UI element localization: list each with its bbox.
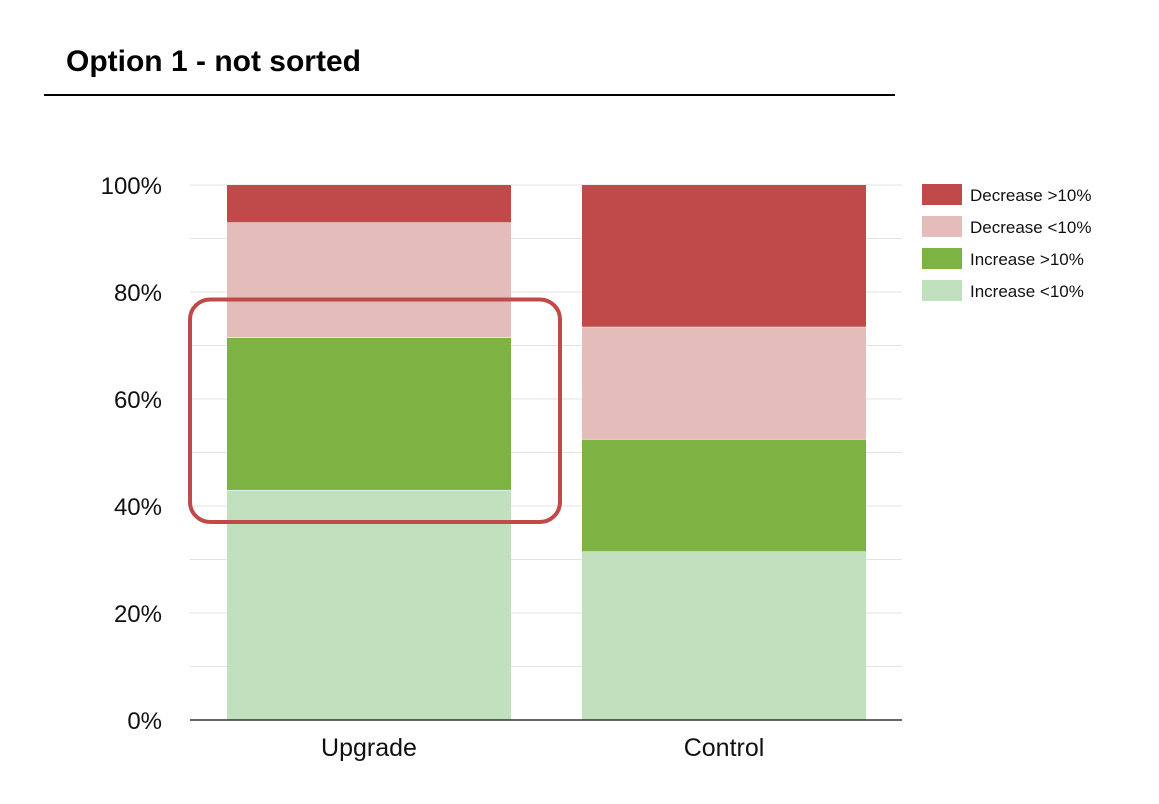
y-tick-label: 20% [114, 601, 162, 628]
legend-swatch-increase-10 [922, 248, 962, 269]
bar-upgrade-increase-10 [227, 337, 511, 490]
legend-label-increase-10: Increase <10% [970, 282, 1084, 301]
y-tick-label: 40% [114, 494, 162, 521]
highlight-box [188, 297, 562, 524]
axes: 0% 20% 40% 60% 80% 100% Upgrade Control [101, 173, 902, 762]
page-title: Option 1 - not sorted [66, 45, 361, 78]
y-tick-label: 0% [127, 708, 162, 735]
bar-control-decrease-10 [582, 185, 866, 327]
legend-label-decrease-10: Decrease <10% [970, 218, 1091, 237]
legend-swatch-increase-10 [922, 280, 962, 301]
bar-upgrade-decrease-10 [227, 185, 511, 223]
bars [227, 185, 866, 720]
bar-control-decrease-10 [582, 326, 866, 440]
x-tick-label: Upgrade [321, 734, 417, 762]
bar-control-increase-10 [582, 551, 866, 720]
legend: Decrease >10% Decrease <10% Increase >10% I… [922, 184, 1091, 301]
bar-upgrade-decrease-10 [227, 222, 511, 338]
y-tick-label: 100% [101, 173, 162, 200]
y-tick-label: 60% [114, 387, 162, 414]
x-tick-label: Control [684, 734, 765, 762]
legend-label-decrease-10: Decrease >10% [970, 186, 1091, 205]
legend-swatch-decrease-10 [922, 184, 962, 205]
annotations [188, 297, 562, 524]
y-tick-label: 80% [114, 280, 162, 307]
legend-label-increase-10: Increase >10% [970, 250, 1084, 269]
bar-upgrade-increase-10 [227, 489, 511, 720]
legend-swatch-decrease-10 [922, 216, 962, 237]
bar-control-increase-10 [582, 439, 866, 552]
title-divider [44, 94, 895, 96]
